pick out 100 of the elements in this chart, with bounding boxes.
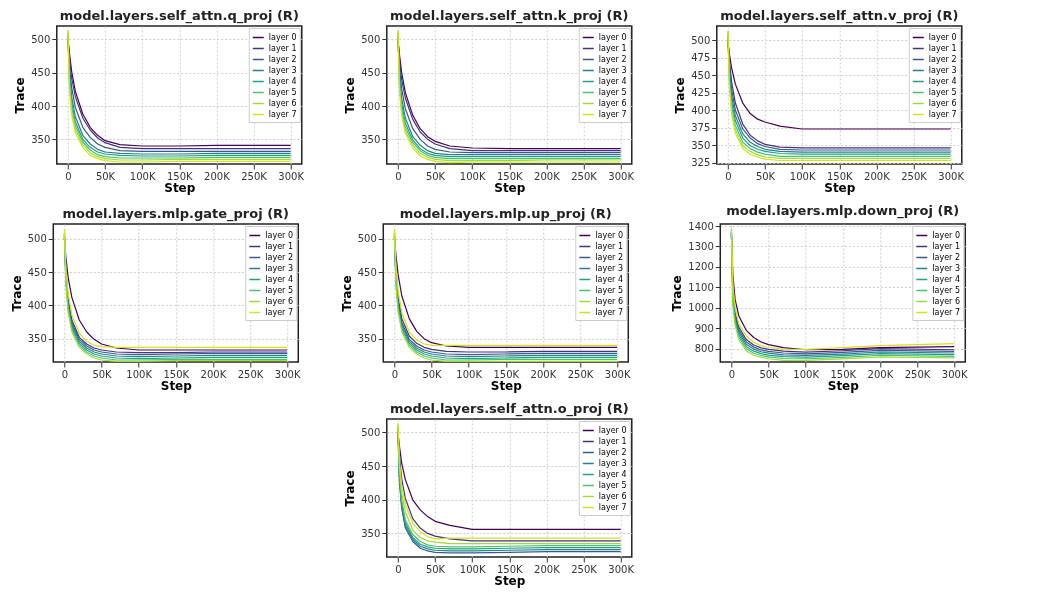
y-tick-label: 450 [361,67,381,79]
chart-title: model.layers.self_attn.v_proj (R) [720,8,959,24]
x-tick-label: 200K [530,368,557,380]
x-tick-label: 150K [826,170,854,182]
x-tick-label: 50K [425,170,446,182]
legend-label: layer 5 [598,87,627,97]
y-tick-label: 400 [357,299,377,311]
x-tick-label: 150K [163,368,190,380]
legend-label: layer 4 [598,76,627,86]
legend-label: layer 6 [595,296,623,306]
y-tick-label: 350 [691,139,711,151]
legend-label: layer 1 [595,241,623,251]
legend-label: layer 0 [598,425,627,435]
legend-label: layer 2 [595,252,623,262]
legend-label: layer 7 [598,502,627,512]
y-tick-label: 500 [357,233,377,245]
y-tick-label: 475 [691,52,711,64]
x-tick-label: 200K [200,368,227,380]
y-tick-label: 325 [691,157,711,169]
x-tick-label: 100K [789,170,816,182]
legend-label: layer 0 [928,32,957,42]
legend-label: layer 3 [598,458,627,468]
y-tick-label: 1100 [688,281,714,293]
x-tick-label: 200K [534,563,561,575]
x-tick-label: 0 [728,368,736,380]
y-tick-label: 1400 [688,220,714,232]
legend-label: layer 7 [268,109,297,119]
legend-label: layer 3 [595,263,623,273]
x-tick-label: 100K [129,170,156,182]
legend-label: layer 5 [595,285,623,295]
legend-label: layer 6 [265,296,293,306]
chart-title: model.layers.mlp.down_proj (R) [726,203,960,220]
legend-label: layer 4 [598,469,627,479]
legend-label: layer 1 [268,43,297,53]
y-tick-label: 350 [361,133,381,145]
y-axis-title: Trace [13,77,28,114]
legend-label: layer 0 [598,32,627,42]
y-tick-label: 350 [31,133,51,145]
legend-label: layer 4 [268,76,297,86]
legend-label: layer 3 [265,263,293,273]
x-tick-label: 50K [425,563,446,575]
legend-label: layer 3 [268,65,297,75]
y-tick-label: 425 [691,87,711,99]
legend-label: layer 7 [932,307,960,317]
x-tick-label: 50K [755,170,776,182]
x-tick-label: 100K [126,368,153,380]
y-axis-title: Trace [339,275,354,312]
legend-label: layer 7 [928,109,957,119]
y-axis-title: Trace [673,77,688,114]
legend-label: layer 1 [598,436,627,446]
y-axis-title: Trace [343,470,358,507]
legend-label: layer 3 [598,65,627,75]
y-tick-label: 500 [361,426,381,438]
x-tick-label: 300K [278,170,305,182]
x-tick-label: 150K [166,170,194,182]
legend-label: layer 5 [268,87,297,97]
y-tick-label: 450 [361,460,381,472]
y-tick-label: 350 [27,333,47,345]
legend-label: layer 6 [598,491,627,501]
y-axis-title: Trace [670,275,685,312]
y-tick-label: 400 [361,494,381,506]
chart-title: model.layers.self_attn.q_proj (R) [59,8,299,24]
x-tick-label: 150K [830,368,857,380]
x-tick-label: 150K [496,563,524,575]
x-tick-label: 250K [571,563,598,575]
x-tick-label: 150K [493,368,520,380]
y-tick-label: 400 [691,104,711,116]
x-tick-label: 250K [904,368,931,380]
legend-label: layer 0 [265,230,293,240]
legend-label: layer 7 [265,307,293,317]
x-axis-title: Step [494,180,526,195]
x-tick-label: 100K [456,368,483,380]
y-tick-label: 400 [27,299,47,311]
y-tick-label: 800 [694,343,714,355]
x-tick-label: 300K [938,170,965,182]
legend-label: layer 1 [928,43,957,53]
x-tick-label: 300K [604,368,631,380]
legend-label: layer 4 [932,274,960,284]
x-tick-label: 250K [567,368,594,380]
legend-label: layer 5 [265,285,293,295]
x-tick-label: 100K [793,368,820,380]
chart-title: model.layers.mlp.gate_proj (R) [62,206,290,222]
x-axis-title: Step [160,378,193,393]
x-axis-title: Step [490,378,523,393]
y-tick-label: 500 [27,233,47,245]
legend-label: layer 7 [598,109,627,119]
legend-label: layer 2 [932,252,960,262]
legend-label: layer 1 [932,241,960,251]
x-tick-label: 250K [901,170,928,182]
x-tick-label: 200K [867,368,894,380]
x-axis-title: Step [494,573,526,588]
x-tick-label: 200K [534,170,561,182]
chart-title: model.layers.self_attn.o_proj (R) [389,401,629,417]
y-tick-label: 450 [31,67,51,79]
x-tick-label: 0 [395,170,402,182]
x-tick-label: 150K [496,170,524,182]
x-tick-label: 0 [391,368,399,380]
x-tick-label: 0 [725,170,732,182]
x-tick-label: 50K [95,170,116,182]
y-tick-label: 500 [691,34,711,46]
